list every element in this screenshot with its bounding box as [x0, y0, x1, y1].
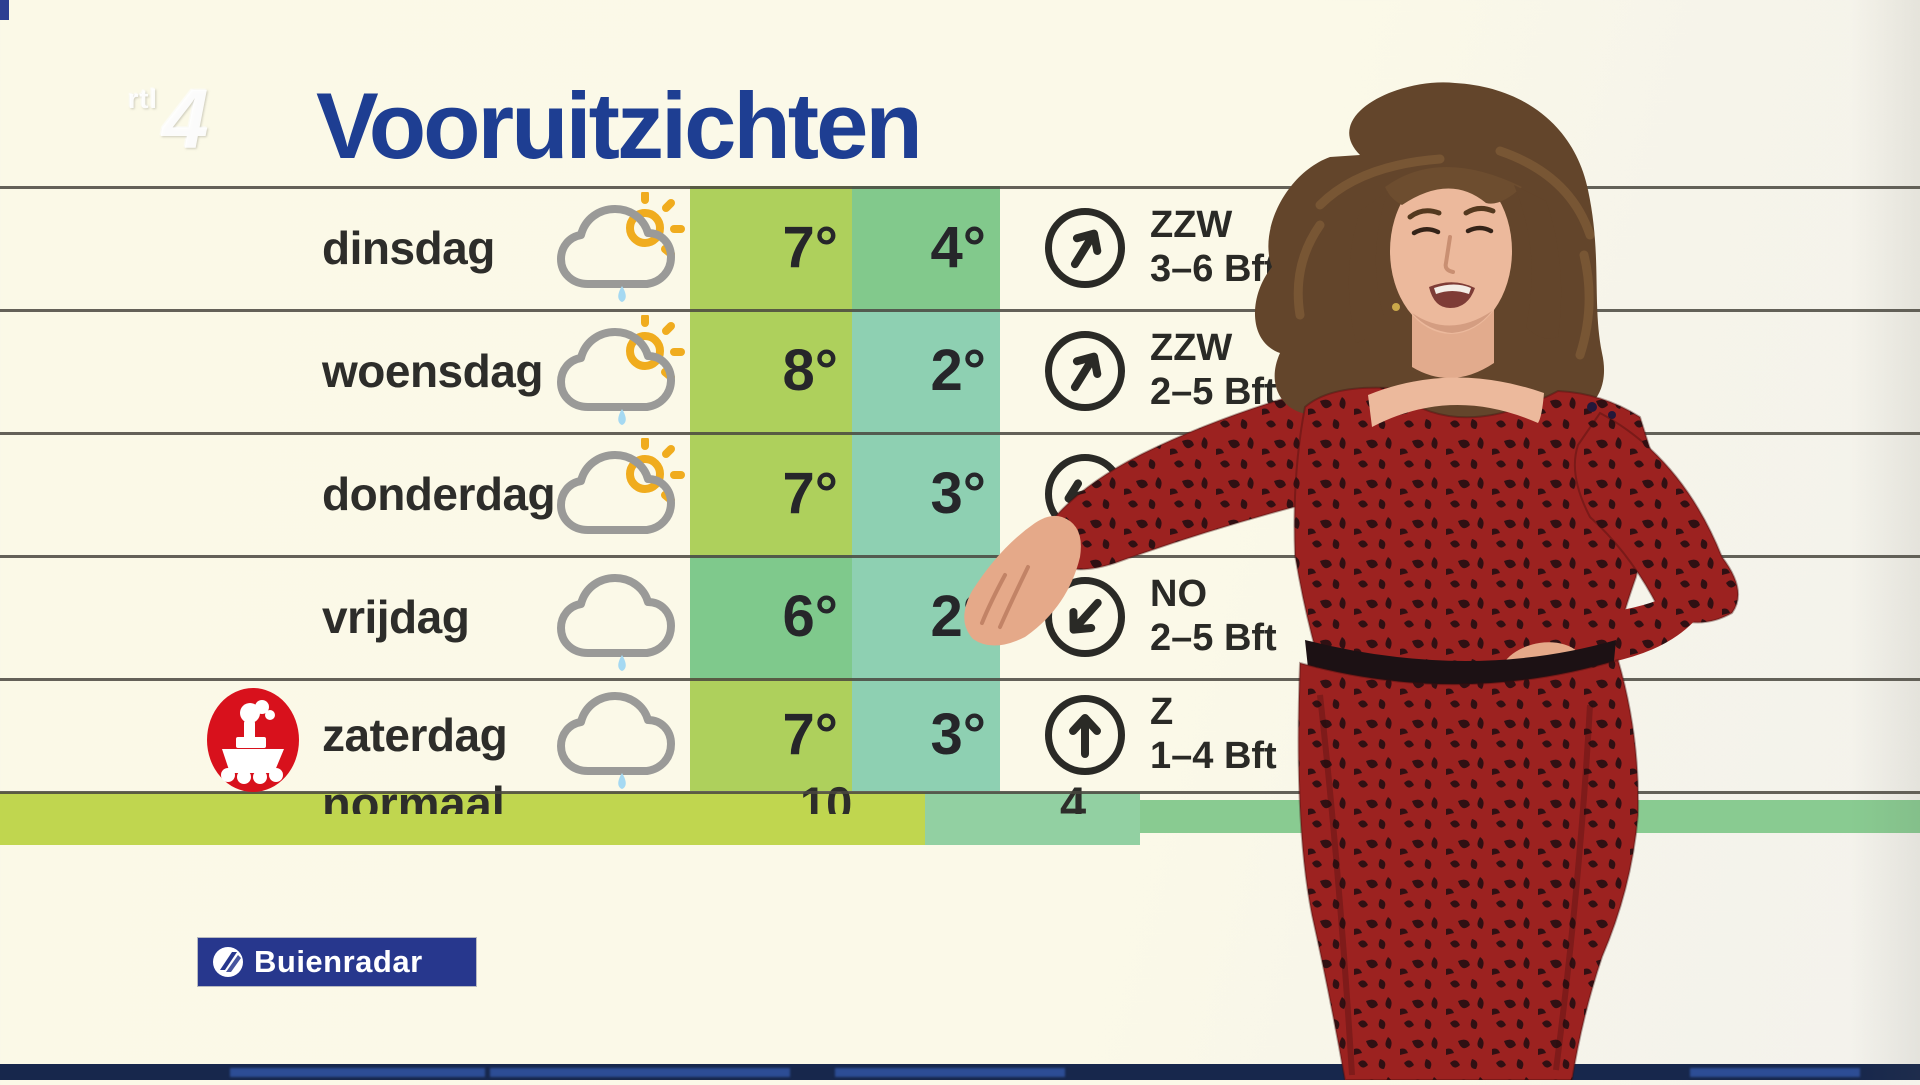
raindrop-icon: [617, 772, 626, 789]
rtl4-watermark-text: rtl: [128, 84, 158, 114]
min-temp: 2°: [930, 338, 986, 403]
min-temp-cell: [852, 678, 1000, 791]
wind-direction-icon: [1045, 695, 1125, 775]
max-temp-cell: [690, 309, 852, 432]
sun-icon: [625, 437, 685, 504]
wind-dir: Z: [1150, 691, 1174, 733]
sun-icon: [625, 191, 685, 258]
wind-force: 3–6 Bft: [1150, 248, 1277, 290]
normaal-label: normaal: [322, 777, 505, 814]
buienradar-wordmark: Buienradar: [254, 944, 423, 979]
day-label: zaterdag: [322, 708, 508, 761]
table-row: woensdag 8° 2° ZZW 2–5 Bft: [0, 309, 1920, 432]
wind-text: ZZW 3–6 Bft: [1150, 203, 1277, 291]
day-label: dinsdag: [322, 221, 495, 274]
max-temp-cell: [690, 555, 852, 678]
max-temp: 7°: [782, 461, 838, 526]
wind-text: ZZW 2–5 Bft: [1150, 326, 1277, 414]
max-temp-cell: [690, 186, 852, 309]
presenter-skirt: [1297, 658, 1640, 1081]
raindrop-icon: [617, 285, 626, 302]
wind-text: Z 1–4 Bft: [1150, 690, 1277, 778]
wind-dir: ZZW: [1150, 204, 1233, 246]
max-temp: 7°: [782, 215, 838, 280]
wind-dir: NO: [1150, 573, 1207, 615]
buienradar-logo: Buienradar: [198, 938, 476, 986]
wind-direction-icon: [1045, 208, 1125, 288]
corner-blue-mark: [0, 0, 9, 20]
presenter-belt: [1305, 640, 1616, 689]
max-temp-cell: [690, 678, 852, 791]
row-divider: [0, 678, 1920, 681]
raindrop-icon: [617, 654, 626, 671]
wind-force: 1–4 Bft: [1150, 735, 1277, 777]
table-row: dinsdag 7° 4° ZZW 3–6 Bft: [0, 186, 1920, 309]
weather-icon: [540, 555, 695, 678]
row-divider: [0, 555, 1920, 558]
steamboat-icon: [221, 700, 284, 784]
weather-presenter: [800, 55, 1920, 1081]
ship-badge: [200, 687, 306, 793]
presenter-face: [1390, 168, 1512, 379]
green-bar-left: [0, 792, 925, 845]
cloud-icon: [556, 691, 675, 775]
min-temp: 3°: [930, 461, 986, 526]
max-temp: 7°: [782, 702, 838, 767]
sun-icon: [625, 314, 685, 381]
rtl4-watermark: rtl4: [128, 72, 209, 166]
presenter-pointing-arm: [964, 383, 1342, 646]
wind-force: 2–5 Bft: [1150, 371, 1277, 413]
min-temp-cell: [852, 432, 1000, 555]
wind-direction-icon: [1045, 331, 1125, 411]
normaal-row: normaal 10 4: [0, 776, 1920, 814]
green-bar-mid: [925, 792, 1140, 845]
day-label: donderdag: [322, 467, 556, 520]
wind-dir: ZZW: [1150, 327, 1233, 369]
cloud-icon: [556, 327, 675, 411]
row-divider: [0, 186, 1920, 189]
max-temp-cell: [690, 432, 852, 555]
normaal-max: 10: [800, 777, 853, 814]
day-label: vrijdag: [322, 590, 470, 643]
weather-icon: [540, 432, 695, 555]
cloud-icon: [556, 573, 675, 657]
weather-icon: [540, 186, 695, 309]
min-temp: 3°: [930, 702, 986, 767]
cloud-icon: [556, 450, 675, 534]
table-row: zaterdag 7° 3° Z 1–4 Bft: [0, 678, 1920, 791]
row-divider: [0, 309, 1920, 312]
table-row: vrijdag 6° 2° NO 2–5 Bft: [0, 555, 1920, 678]
page-title: Vooruitzichten: [316, 73, 923, 178]
wind-text: NO 2–5 Bft: [1150, 572, 1277, 660]
raindrop-icon: [617, 408, 626, 425]
presenter-torso: [1293, 386, 1664, 677]
min-temp: 4°: [930, 215, 986, 280]
max-temp: 6°: [782, 584, 838, 649]
row-divider: [0, 791, 1920, 794]
wind-direction-icon: [1045, 577, 1125, 657]
min-temp-cell: [852, 309, 1000, 432]
weather-icon: [540, 678, 695, 791]
weather-icon: [540, 309, 695, 432]
min-temp-cell: [852, 186, 1000, 309]
normaal-min: 4: [1060, 777, 1087, 814]
max-temp: 8°: [782, 338, 838, 403]
buienradar-ball-icon: [213, 947, 243, 977]
cloud-icon: [556, 204, 675, 288]
row-divider: [0, 432, 1920, 435]
wind-force: 2–5 Bft: [1150, 617, 1277, 659]
day-label: woensdag: [322, 344, 543, 397]
rtl4-watermark-four: 4: [162, 72, 209, 166]
